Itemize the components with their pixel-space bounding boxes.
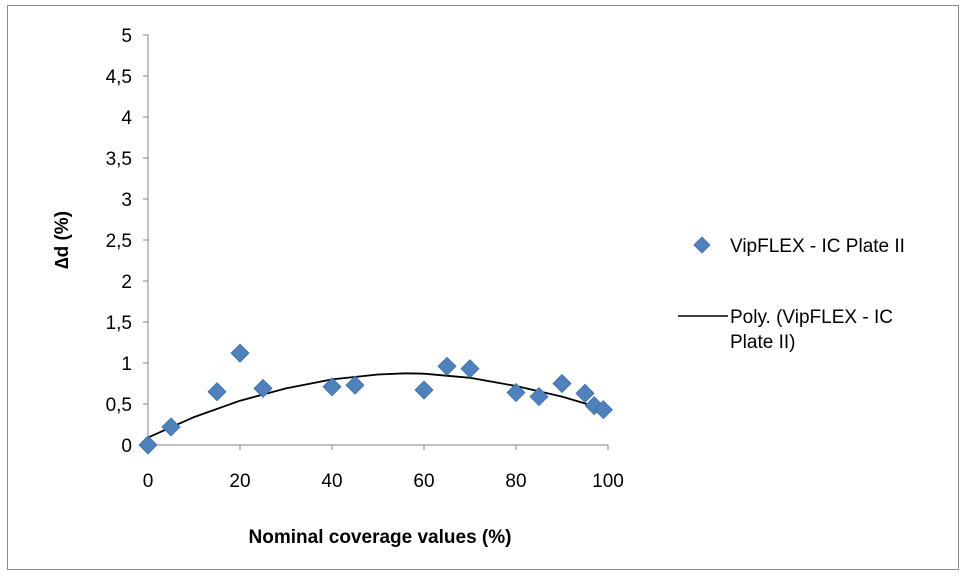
data-point [230,343,250,363]
x-tick-label: 80 [505,471,526,492]
y-tick-label: 5 [121,26,132,47]
data-point [460,359,480,379]
y-ticks: 0 0,5 1 1,5 2 2,5 3 3,5 4 4,5 5 [106,26,148,457]
trendline [147,372,604,439]
data-point [552,373,572,394]
y-tick-label: 4,5 [106,67,132,88]
y-axis-title: ∆d (%) [52,211,73,269]
axes: 0 0,5 1 1,5 2 2,5 3 3,5 4 4,5 5 0 20 40 60 80 100 [106,26,624,492]
data-point [161,417,181,437]
data-points [138,343,613,455]
poly-trendline [147,372,604,439]
data-point [414,380,434,400]
x-tick-label: 0 [143,471,154,492]
y-tick-label: 4 [121,108,132,129]
y-tick-label: 0 [121,436,132,457]
data-point [575,383,595,403]
data-point [593,400,613,420]
data-point [322,377,342,397]
chart-frame [7,5,959,570]
x-tick-label: 60 [413,471,434,492]
x-tick-label: 20 [229,471,250,492]
x-tick-label: 100 [592,471,624,492]
y-tick-label: 1 [121,354,132,375]
y-tick-label: 2 [121,272,132,293]
data-point [253,378,273,398]
legend-item-scatter: VipFLEX - IC Plate II [693,236,905,257]
y-tick-label: 3 [121,190,132,211]
x-ticks: 0 20 40 60 80 100 [143,445,624,492]
data-point [437,356,457,376]
data-point [207,382,227,402]
x-axis-title: Nominal coverage values (%) [249,527,512,548]
legend: VipFLEX - IC Plate II Poly. (VipFLEX - I… [678,236,905,353]
y-tick-label: 2,5 [106,231,132,252]
y-tick-label: 0,5 [106,395,132,416]
legend-label-scatter: VipFLEX - IC Plate II [730,236,905,257]
legend-diamond-marker [693,236,711,254]
data-point [529,387,549,407]
x-tick-label: 40 [321,471,342,492]
legend-label-poly-line1: Poly. (VipFLEX - IC [730,307,893,328]
data-point [138,435,158,455]
legend-label-poly-line2: Plate II) [730,332,795,353]
legend-item-poly: Poly. (VipFLEX - IC Plate II) [678,307,893,353]
data-point [345,375,365,395]
y-tick-label: 3,5 [106,149,132,170]
y-tick-label: 1,5 [106,313,132,334]
data-point [506,382,526,403]
